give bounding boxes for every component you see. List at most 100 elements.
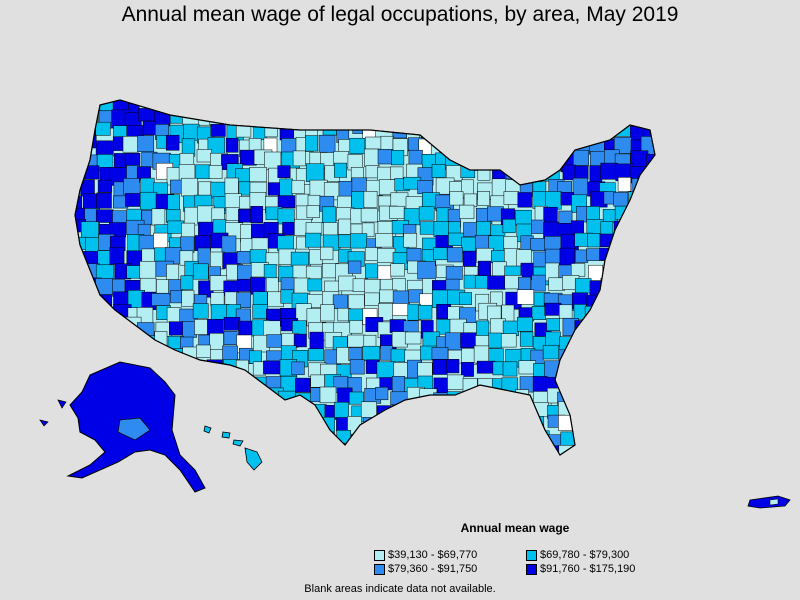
area-region xyxy=(192,263,209,280)
area-region xyxy=(419,430,433,448)
area-region xyxy=(408,100,427,117)
area-region xyxy=(292,150,306,167)
area-region xyxy=(196,386,211,404)
area-region xyxy=(277,235,294,252)
area-region xyxy=(643,388,655,402)
area-region xyxy=(502,111,520,127)
area-region xyxy=(545,331,561,347)
area-region xyxy=(319,386,337,404)
area-region xyxy=(562,164,577,181)
area-region xyxy=(503,120,517,134)
area-region xyxy=(364,292,380,306)
area-region xyxy=(660,263,676,279)
area-region xyxy=(75,121,84,136)
area-region xyxy=(449,191,464,206)
area-region xyxy=(277,165,291,178)
area-region xyxy=(557,374,575,389)
area-region xyxy=(417,304,433,320)
area-region xyxy=(417,261,436,280)
area-region xyxy=(572,376,590,392)
area-region xyxy=(631,247,650,260)
area-region xyxy=(223,444,239,455)
area-region xyxy=(574,278,592,294)
area-region xyxy=(75,195,83,209)
area-region xyxy=(613,420,628,439)
area-region xyxy=(502,218,516,234)
area-region xyxy=(295,377,311,393)
area-region xyxy=(279,178,293,197)
area-region xyxy=(604,332,623,348)
area-region xyxy=(248,428,267,443)
area-region xyxy=(574,165,589,180)
area-region xyxy=(599,304,616,322)
area-region xyxy=(646,153,655,168)
area-region xyxy=(349,320,363,334)
area-region xyxy=(360,208,378,223)
area-region xyxy=(420,448,436,455)
area-region xyxy=(603,263,620,278)
area-region xyxy=(588,388,607,406)
area-region xyxy=(558,414,577,431)
area-region xyxy=(502,405,520,419)
area-region xyxy=(570,263,586,277)
area-region xyxy=(75,277,90,296)
area-region xyxy=(154,348,173,363)
area-region xyxy=(362,345,381,362)
area-region xyxy=(236,292,252,308)
area-region xyxy=(306,446,322,455)
area-region xyxy=(475,447,494,455)
area-region xyxy=(391,417,407,434)
area-region xyxy=(434,109,450,123)
area-region xyxy=(434,121,449,135)
area-region xyxy=(462,125,478,140)
area-region xyxy=(375,100,392,115)
area-region xyxy=(96,192,112,209)
area-region xyxy=(293,277,311,294)
area-region xyxy=(614,321,630,338)
legend-label-3: $79,360 - $91,750 xyxy=(388,563,478,575)
area-region xyxy=(322,122,337,136)
area-region xyxy=(516,112,534,129)
area-region xyxy=(307,348,324,362)
area-region xyxy=(602,416,616,433)
area-region xyxy=(139,191,158,210)
area-region xyxy=(223,331,238,345)
area-region xyxy=(378,420,394,437)
area-region xyxy=(278,108,295,125)
area-region xyxy=(364,100,379,111)
area-region xyxy=(517,316,533,332)
area-region xyxy=(448,404,466,419)
area-region xyxy=(323,100,340,110)
area-region xyxy=(418,206,435,221)
area-region xyxy=(293,333,307,348)
area-region xyxy=(239,419,257,435)
area-region xyxy=(655,248,669,264)
area-region xyxy=(661,376,673,394)
area-region xyxy=(473,345,490,364)
area-region xyxy=(542,344,559,360)
area-region xyxy=(110,322,125,341)
area-region xyxy=(459,431,474,449)
area-region xyxy=(604,387,620,404)
area-region xyxy=(628,392,642,410)
area-region xyxy=(448,429,464,447)
area-region xyxy=(629,359,648,376)
area-region xyxy=(459,204,475,219)
area-region xyxy=(75,334,84,353)
area-region xyxy=(575,249,589,263)
area-region xyxy=(375,233,393,248)
area-region xyxy=(224,177,239,195)
legend-swatch-2 xyxy=(526,549,537,561)
area-region xyxy=(209,418,224,435)
area-region xyxy=(628,448,644,455)
area-region xyxy=(502,361,518,377)
area-region xyxy=(114,153,127,169)
area-region xyxy=(75,362,85,376)
area-region xyxy=(408,447,424,455)
area-region xyxy=(349,137,366,155)
area-region xyxy=(179,402,194,420)
area-region xyxy=(179,376,198,392)
area-region xyxy=(320,304,335,322)
area-region xyxy=(390,192,409,208)
area-region xyxy=(575,432,594,447)
